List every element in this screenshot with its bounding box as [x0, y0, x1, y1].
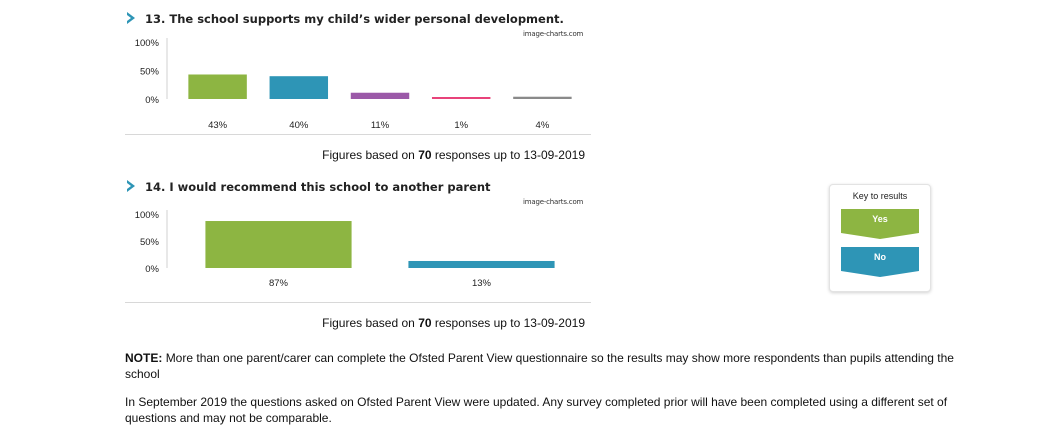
bar-value-label: 87%	[269, 278, 289, 289]
bar-value-label: 11%	[371, 120, 390, 131]
no-swatch	[841, 247, 919, 277]
figures-suffix: responses up to 13-09-2019	[434, 316, 585, 330]
bar-value-label: 13%	[472, 278, 492, 289]
separator	[125, 302, 591, 303]
y-tick-label: 50%	[140, 237, 160, 248]
response-count: 70	[418, 316, 432, 330]
bar	[205, 221, 352, 268]
yes-swatch	[841, 209, 919, 239]
question-title-text: 14. I would recommend this school to ano…	[145, 180, 491, 194]
bar	[431, 97, 491, 99]
y-tick-label: 0%	[145, 264, 159, 275]
key-title: Key to results	[852, 191, 908, 201]
chevron-right-icon	[127, 12, 135, 24]
bar-value-label: 4%	[536, 120, 550, 131]
chart-14-svg: 100% 50% 0% 87% 13%	[135, 210, 555, 289]
bar	[408, 260, 555, 268]
yes-swatch-shape	[841, 209, 919, 239]
y-tick-label: 100%	[135, 38, 160, 49]
bar-value-label: 1%	[454, 120, 468, 131]
bar-value-label: 43%	[208, 120, 228, 131]
figures-prefix: Figures based on	[322, 148, 415, 162]
results-key: Key to results Yes No	[829, 184, 931, 292]
chart-credit: image-charts.com	[523, 30, 584, 38]
note-label: NOTE:	[125, 351, 163, 365]
response-count: 70	[418, 148, 432, 162]
bar	[269, 76, 329, 99]
figures-summary: Figures based on 70 responses up to 13-0…	[322, 316, 585, 330]
chart-13-svg: 100% 50% 0% 43% 40% 11% 1% 4%	[135, 38, 572, 131]
bar	[188, 74, 247, 99]
figures-suffix: responses up to 13-09-2019	[434, 148, 585, 162]
bar	[350, 92, 410, 99]
question-title-text: 13. The school supports my child’s wider…	[145, 12, 564, 26]
bar-value-label: 40%	[289, 120, 309, 131]
update-text: In September 2019 the questions asked on…	[125, 395, 948, 425]
y-tick-label: 0%	[145, 95, 159, 106]
y-tick-label: 50%	[140, 67, 160, 78]
separator	[125, 134, 591, 135]
update-paragraph: In September 2019 the questions asked on…	[125, 394, 955, 426]
chart-14: 100% 50% 0% 87% 13%	[125, 202, 591, 290]
key-item-no: No	[841, 247, 919, 277]
figures-summary: Figures based on 70 responses up to 13-0…	[322, 148, 585, 162]
bar	[513, 96, 572, 99]
key-label-yes: Yes	[872, 214, 888, 224]
no-swatch-shape	[841, 247, 919, 277]
note-text: More than one parent/carer can complete …	[125, 351, 954, 381]
chevron-right-icon	[127, 180, 135, 192]
figures-prefix: Figures based on	[322, 316, 415, 330]
chart-13: 100% 50% 0% 43% 40% 11% 1% 4%	[125, 32, 591, 132]
y-tick-label: 100%	[135, 210, 160, 221]
note-paragraph: NOTE: More than one parent/carer can com…	[125, 350, 955, 382]
chart-credit: image-charts.com	[523, 198, 584, 206]
key-item-yes: Yes	[841, 209, 919, 239]
key-label-no: No	[874, 252, 886, 262]
